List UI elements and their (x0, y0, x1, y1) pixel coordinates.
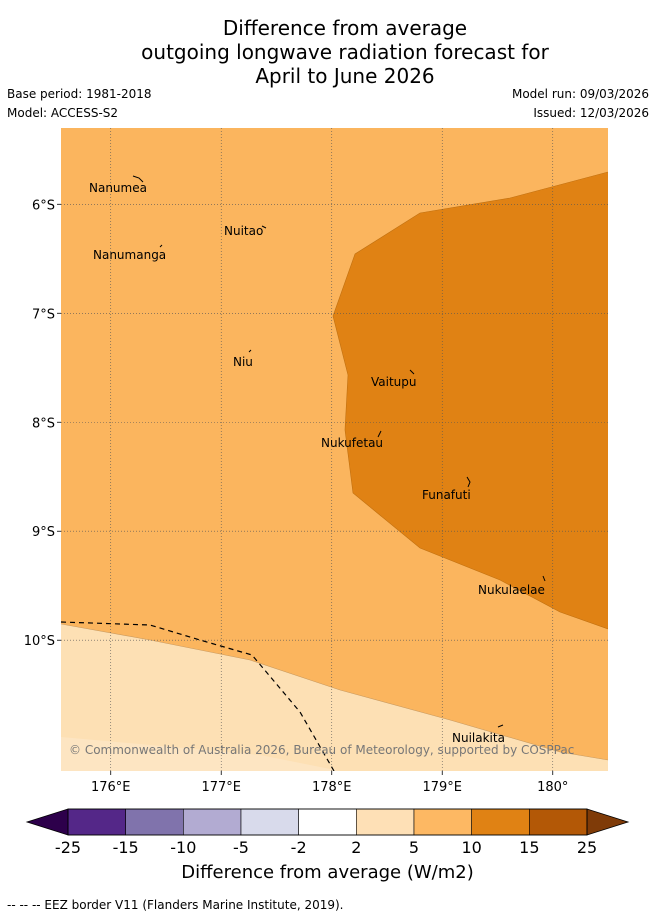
colorbar-boxes (67, 808, 588, 836)
colorbar-tick-label: 5 (408, 838, 420, 857)
lon-tick-label: 176°E (91, 780, 131, 795)
lat-tick-label: 9°S (32, 525, 55, 540)
lon-tick-label: 177°E (201, 780, 241, 795)
eez-border-line (61, 621, 335, 771)
island-label: Nuitao (224, 224, 263, 238)
issued-date: Issued: 12/03/2026 (533, 106, 649, 120)
colorbar-tick-label: -15 (112, 838, 139, 857)
colorbar-low-extend (25, 808, 69, 836)
contour-line (61, 623, 608, 761)
lat-tick-label: 10°S (24, 634, 55, 649)
colorbar-high-extend (586, 808, 630, 836)
colorbar-box (298, 808, 357, 836)
eez-legend-note: -- -- -- EEZ border V11 (Flanders Marine… (7, 898, 344, 912)
colorbar-box (67, 808, 126, 836)
colorbar (25, 808, 630, 836)
contour-line (332, 171, 608, 630)
colorbar-tick-label: 15 (519, 838, 540, 857)
island-label: Nuilakita (452, 731, 505, 745)
model-run: Model run: 09/03/2026 (511, 87, 649, 101)
colorbar-box (356, 808, 415, 836)
base-period: Base period: 1981-2018 (7, 87, 152, 101)
island-mark-nukufetau (377, 430, 382, 438)
colorbar-box (413, 808, 472, 836)
colorbar-tick-label: -5 (233, 838, 249, 857)
island-label: Nukulaelae (478, 583, 545, 597)
island-mark-nukulaelae (542, 575, 546, 582)
lat-tick-label: 7°S (32, 307, 55, 322)
title-line-3: April to June 2026 (255, 64, 435, 88)
island-label: Vaitupu (371, 375, 417, 389)
lon-tick-label: 179°E (422, 780, 462, 795)
colorbar-tick-label: 10 (461, 838, 482, 857)
island-mark-nuitao (261, 225, 267, 229)
colorbar-tick-label: 2 (351, 838, 362, 857)
island-label: Niu (233, 355, 253, 369)
colorbar-box (183, 808, 242, 836)
chart-title: Difference from average outgoing longwav… (0, 16, 655, 88)
band-10-15-region (333, 172, 608, 629)
title-line-2: outgoing longwave radiation forecast for (141, 40, 549, 64)
island-markers (132, 175, 546, 728)
copyright-notice: © Commonwealth of Australia 2026, Bureau… (69, 743, 574, 757)
island-mark-nanumanga (159, 244, 163, 248)
lon-tick-label: 180° (537, 780, 568, 795)
colorbar-tick-label: -10 (170, 838, 197, 857)
island-label: Nanumanga (93, 248, 166, 262)
colorbar-box (471, 808, 530, 836)
island-label: Funafuti (422, 488, 471, 502)
band-2-5-lower-region (61, 737, 340, 771)
colorbar-frame (67, 808, 588, 836)
island-mark-funafuti (466, 476, 471, 488)
island-mark-niu (248, 349, 252, 353)
lat-tick-label: 8°S (32, 416, 55, 431)
gridlines (61, 128, 608, 771)
colorbar-tick-label: -25 (54, 838, 82, 857)
band-2-5-region (61, 624, 608, 771)
forecast-map: Nanumea Nuitao Nanumanga Niu Vaitupu Nuk… (24, 128, 608, 795)
colorbar-tick-label: -2 (290, 838, 307, 857)
title-line-1: Difference from average (222, 16, 468, 40)
island-label: Nanumea (89, 181, 147, 195)
model-name: Model: ACCESS-S2 (7, 106, 119, 120)
colorbar-tick-label: 25 (576, 838, 598, 857)
island-mark-vaitupu (409, 369, 415, 375)
island-label: Nukufetau (321, 436, 383, 450)
colorbar-box (240, 808, 299, 836)
lon-tick-label: 178°E (312, 780, 352, 795)
island-mark-nanumea (132, 175, 144, 183)
island-mark-nuilakita (497, 724, 504, 728)
colorbar-box (529, 808, 588, 836)
colorbar-title: Difference from average (W/m2) (181, 862, 474, 883)
colorbar-box (125, 808, 184, 836)
axis-ticks: 6°S 7°S 8°S 9°S 10°S 176°E 177°E 178°E 179°E 180° (24, 198, 569, 795)
lat-tick-label: 6°S (32, 198, 55, 213)
